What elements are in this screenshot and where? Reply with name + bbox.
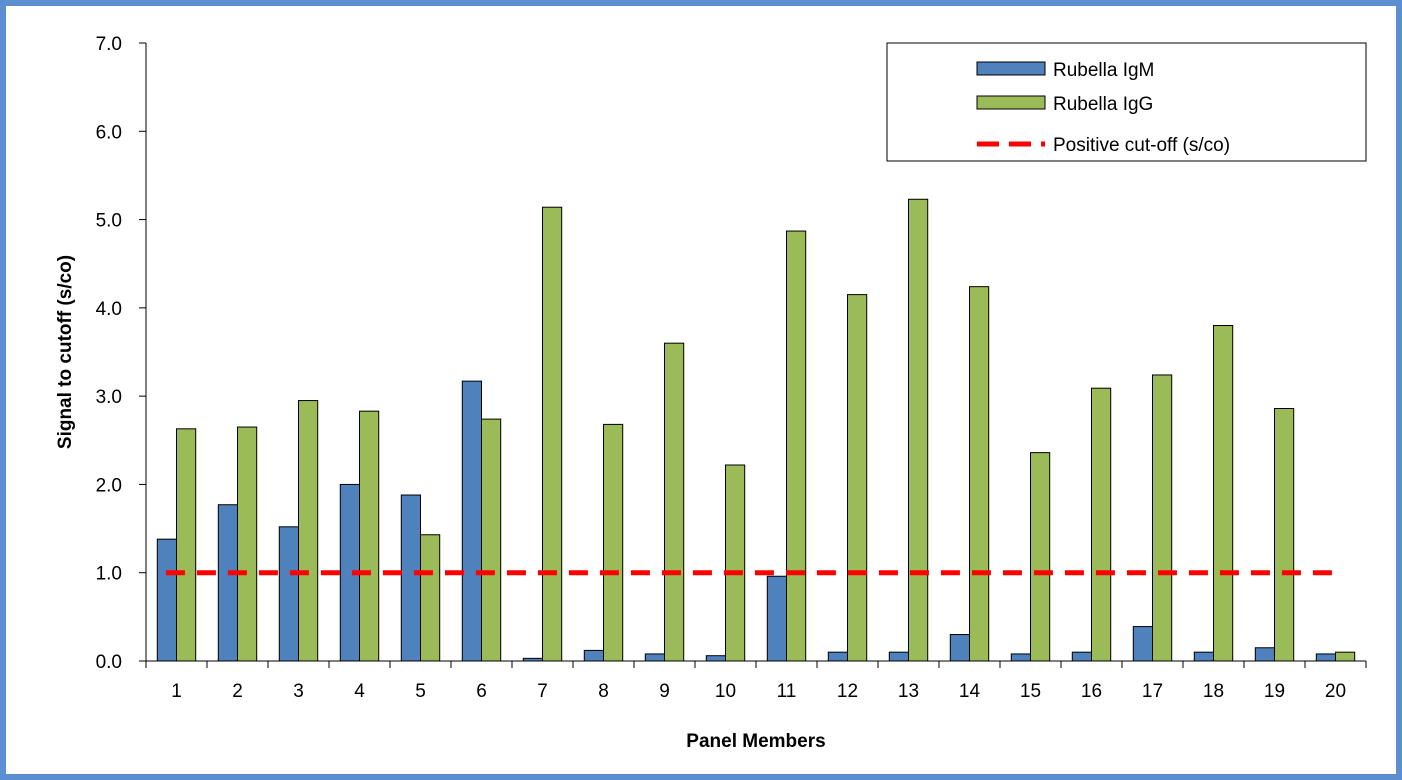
x-tick-label: 13	[898, 681, 919, 702]
bar-igg	[664, 342, 685, 662]
bar-igg	[969, 286, 990, 662]
bar-igg	[603, 423, 624, 662]
x-tick-label: 16	[1081, 681, 1102, 702]
bar-igm	[583, 649, 604, 662]
bar-igg	[1213, 325, 1234, 662]
bar-igm	[1193, 651, 1215, 662]
x-tick-label: 3	[293, 681, 304, 702]
x-tick-label: 18	[1203, 681, 1224, 702]
bar-igm	[400, 494, 422, 662]
bar-igm	[278, 526, 300, 662]
bar-igm	[1132, 626, 1154, 662]
bar-igm	[217, 504, 239, 662]
x-tick-label: 7	[537, 681, 548, 702]
bar-igg	[359, 410, 380, 662]
y-tick-label: 7.0	[96, 34, 122, 55]
bar-igg	[176, 428, 197, 662]
x-axis-title: Panel Members	[686, 731, 825, 752]
legend-swatch-igm	[976, 61, 1046, 76]
legend-label-igm: Rubella IgM	[1053, 60, 1154, 81]
bar-igm	[949, 634, 970, 662]
x-tick-label: 15	[1020, 681, 1041, 702]
bar-igg	[420, 534, 441, 662]
bar-igm	[705, 655, 726, 662]
bar-igg	[725, 464, 746, 662]
chart-marks	[156, 198, 1356, 662]
y-axis-ticks: 0.0 1.0 2.0 3.0 4.0 5.0 6.0 7.0	[96, 34, 146, 673]
bar-igm	[1315, 653, 1337, 662]
legend-label-igg: Rubella IgG	[1053, 94, 1153, 115]
x-tick-label: 8	[598, 681, 609, 702]
bar-igm	[766, 575, 787, 662]
bar-igm	[888, 651, 909, 662]
x-tick-label: 20	[1325, 681, 1346, 702]
x-tick-label: 9	[659, 681, 670, 702]
bar-igg	[542, 206, 563, 662]
x-tick-label: 4	[354, 681, 365, 702]
bar-igg	[1091, 387, 1112, 662]
bar-igg	[237, 426, 258, 662]
y-tick-label: 5.0	[96, 211, 122, 232]
bar-igg	[786, 230, 807, 662]
legend-swatch-igg	[976, 95, 1046, 110]
y-tick-label: 0.0	[96, 652, 122, 673]
x-tick-label: 6	[476, 681, 487, 702]
x-axis-ticks: 1 2 3 4 5 6 7 8 9 10 11 12 13 14 15 16 17 18 19 20	[145, 661, 1367, 702]
bar-igg	[298, 400, 319, 662]
x-tick-label: 10	[715, 681, 736, 702]
x-tick-label: 11	[777, 681, 797, 702]
y-axis-title: Signal to cutoff (s/co)	[55, 255, 76, 449]
x-tick-label: 19	[1264, 681, 1285, 702]
legend: Rubella IgM Rubella IgG Positive cut-off…	[886, 42, 1367, 162]
bar-igg	[1335, 651, 1356, 662]
bar-igm	[156, 538, 178, 662]
x-tick-label: 5	[415, 681, 426, 702]
bar-igm	[1254, 647, 1276, 662]
y-tick-label: 1.0	[96, 564, 122, 585]
x-tick-label: 17	[1142, 681, 1163, 702]
x-tick-label: 1	[171, 681, 182, 702]
y-tick-label: 2.0	[96, 475, 122, 496]
bar-igg	[1274, 408, 1295, 662]
y-tick-label: 4.0	[96, 299, 122, 320]
bar-igg	[1030, 452, 1051, 662]
x-tick-label: 2	[232, 681, 243, 702]
legend-box	[886, 42, 1367, 162]
bar-igm	[1071, 651, 1093, 662]
bar-igg	[481, 418, 502, 662]
bar-igm	[644, 653, 665, 662]
bar-igm	[461, 380, 483, 662]
y-tick-label: 6.0	[96, 122, 122, 143]
bar-igm	[1010, 653, 1031, 662]
y-tick-label: 3.0	[96, 387, 122, 408]
bar-igg	[1152, 374, 1173, 662]
x-tick-label: 12	[837, 681, 858, 702]
legend-label-cutoff: Positive cut-off (s/co)	[1053, 135, 1230, 156]
bar-igg	[908, 198, 929, 662]
bar-igg	[847, 294, 868, 662]
x-tick-label: 14	[959, 681, 981, 702]
bar-igm	[827, 651, 848, 662]
